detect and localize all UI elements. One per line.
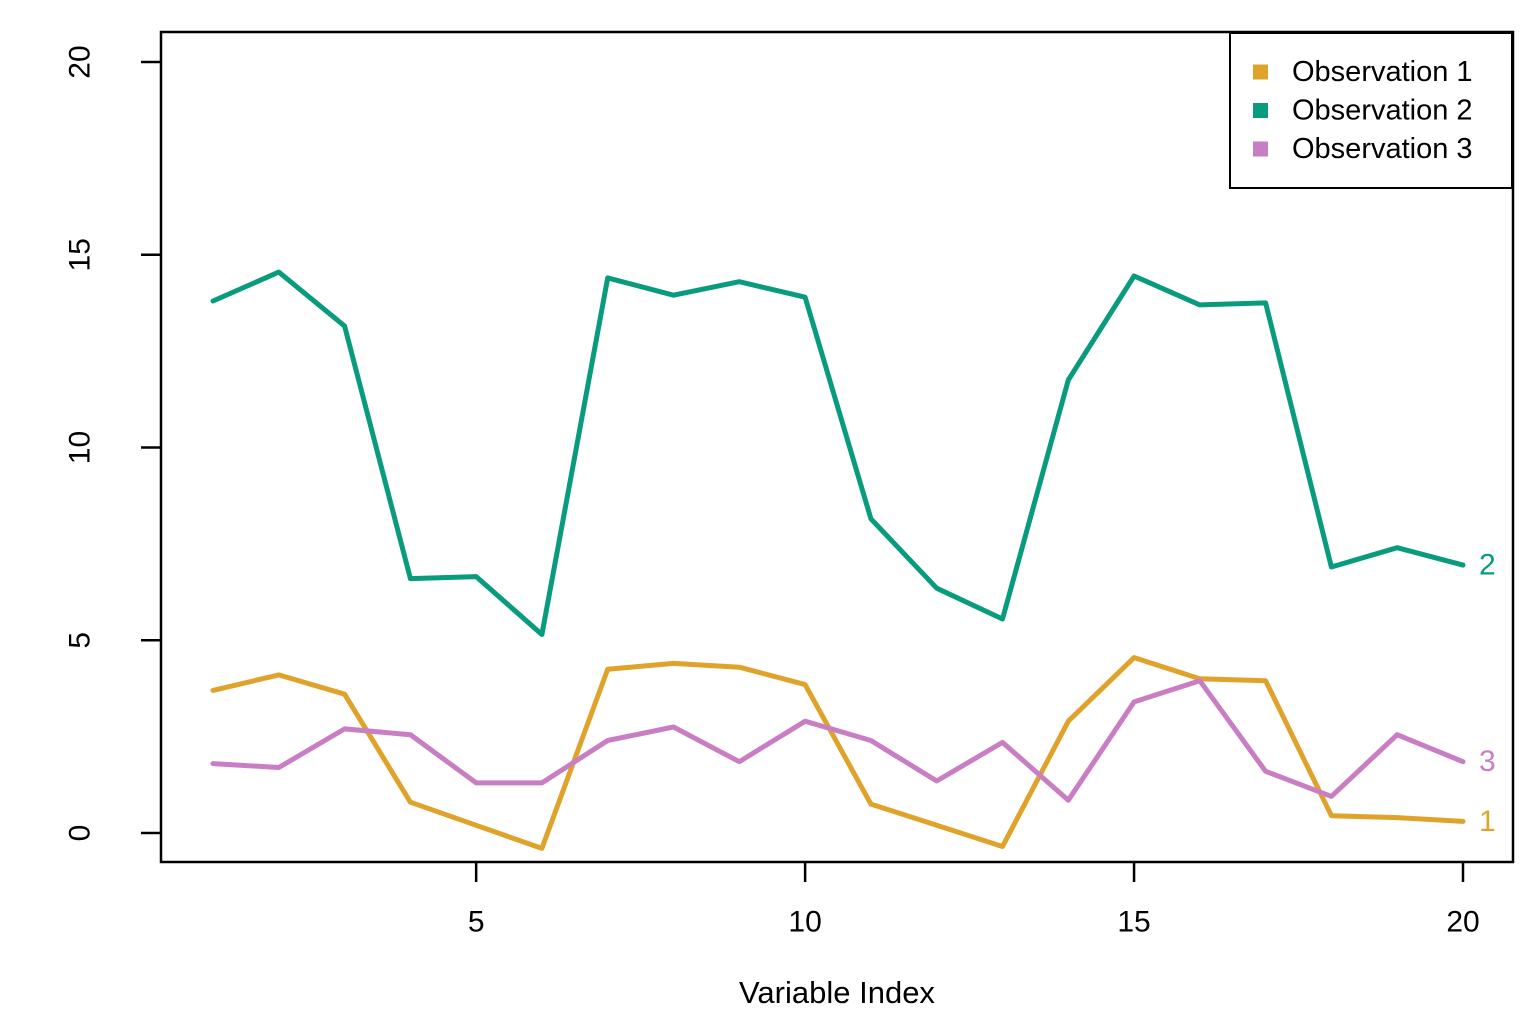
series-end-label-3: 3	[1479, 745, 1496, 778]
series-line-2	[210, 269, 1466, 637]
y-tick-label: 15	[64, 238, 97, 271]
x-tick-label: 10	[788, 906, 821, 939]
x-axis-title: Variable Index	[739, 975, 935, 1010]
series-end-labels: 1 2 3	[1479, 549, 1496, 838]
legend-box	[1229, 32, 1513, 189]
x-axis-ticks: 5 10 15 20	[468, 862, 1480, 939]
y-tick-label: 5	[64, 632, 97, 649]
series-lines	[210, 269, 1466, 851]
legend-swatch-2	[1253, 103, 1268, 118]
series-line-1	[210, 655, 1466, 851]
y-axis-ticks: 0 5 10 15 20	[64, 45, 161, 842]
y-tick-label: 10	[64, 431, 97, 464]
series-end-label-2: 2	[1479, 549, 1496, 582]
series-end-label-1: 1	[1479, 805, 1496, 838]
legend-swatches	[1253, 64, 1268, 157]
legend-label-observation-2: Observation 2	[1292, 95, 1473, 127]
legend-label-observation-1: Observation 1	[1292, 56, 1473, 88]
legend: Observation 1 Observation 2 Observation …	[1229, 32, 1513, 189]
y-tick-label: 0	[64, 825, 97, 842]
x-tick-label: 15	[1117, 906, 1150, 939]
legend-label-observation-3: Observation 3	[1292, 133, 1473, 165]
x-tick-label: 5	[468, 906, 485, 939]
series-line-3	[210, 678, 1466, 803]
x-tick-label: 20	[1446, 906, 1479, 939]
y-tick-label: 20	[64, 45, 97, 78]
legend-swatch-1	[1253, 64, 1268, 80]
legend-swatch-3	[1253, 141, 1268, 157]
